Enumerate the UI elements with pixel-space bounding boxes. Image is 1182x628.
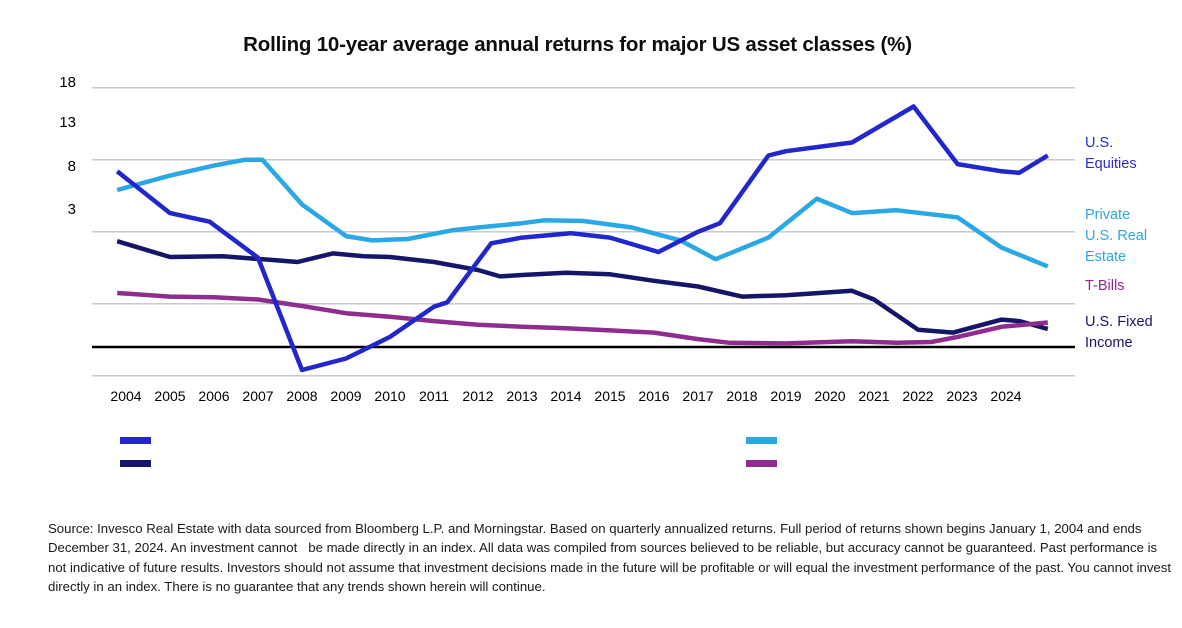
x-tick-label: 2024 [990,388,1022,404]
x-tick-label: 2008 [286,388,318,404]
x-tick-label: 2011 [418,388,450,404]
series-label-line: Income [1085,335,1133,351]
series-label-u-s-equities: U.S. Equities [1085,133,1137,175]
series-label-line: Equities [1085,156,1137,172]
legend-swatch-us-fixed-income [120,460,151,467]
x-tick-label: 2009 [330,388,362,404]
x-tick-label: 2015 [594,388,626,404]
legend-swatch-t-bills [746,460,777,467]
series-label-line: Estate [1085,249,1127,265]
footnote: Source: Invesco Real Estate with data so… [48,519,1172,596]
y-tick-label: 13 [59,114,76,131]
x-tick-label: 2012 [462,388,494,404]
series-label-line: U.S. Fixed [1085,314,1153,330]
series-label-line: T-Bills [1085,278,1125,294]
series-label-private-u-s-real-estate: Private U.S. Real Estate [1085,205,1147,268]
line-u-s-equities [115,104,1049,373]
x-tick-label: 2016 [638,388,670,404]
x-tick-label: 2006 [198,388,230,404]
x-tick-label: 2020 [814,388,846,404]
y-tick-label: 3 [67,201,76,218]
x-tick-label: 2022 [902,388,934,404]
footnote-line: December 31, 2024. An investment cannot … [48,540,1158,556]
series-label-u-s-fixed-income: U.S. Fixed Income [1085,312,1153,354]
legend-swatch-private-us-real-estate [746,437,777,444]
x-tick-label: 2021 [858,388,890,404]
series-label-line: U.S. Real [1085,228,1148,244]
series-label-line: Private [1085,207,1131,223]
legend-swatch-us-equities [120,437,151,444]
x-tick-label: 2019 [770,388,802,404]
footnote-line: Source: Invesco Real Estate with data so… [48,521,1142,536]
x-tick-label: 2014 [550,388,582,404]
x-tick-label: 2005 [154,388,186,404]
footnote-line: not indicative of future results. Invest… [48,559,1172,575]
series-label-t-bills: T-Bills [1085,276,1124,297]
x-tick-label: 2017 [682,388,714,404]
line-private-u-s-real-estate [116,157,1049,269]
line-t-bills [117,290,1049,346]
y-tick-label: 18 [59,74,76,91]
line-u-s-fixed-income [116,239,1049,335]
x-tick-label: 2023 [946,388,978,404]
x-tick-label: 2010 [374,388,406,404]
y-tick-label: 8 [67,158,76,175]
series-label-line: U.S. [1085,135,1114,151]
footnote-line: directly in an index. There is no guaran… [48,578,546,594]
chart-title: Rolling 10-year average annual returns f… [243,33,912,56]
x-tick-label: 2004 [110,388,142,404]
x-tick-label: 2013 [506,388,538,404]
x-tick-label: 2007 [242,388,274,404]
x-tick-label: 2018 [726,388,758,404]
